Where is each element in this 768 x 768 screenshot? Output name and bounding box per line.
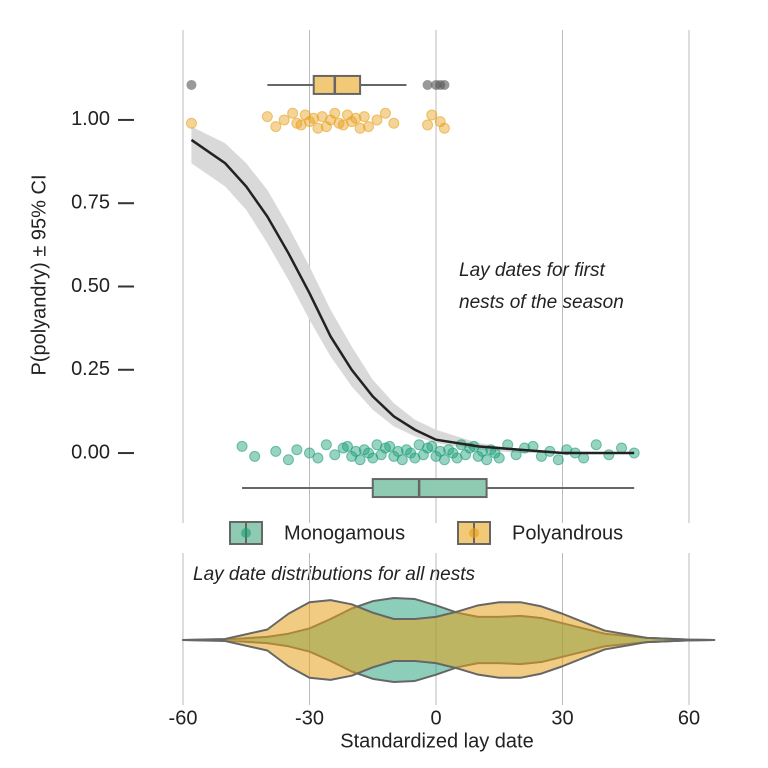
point [308, 112, 320, 124]
outlier [439, 79, 450, 90]
x-tick-label: 0 [430, 707, 441, 729]
point [384, 440, 396, 452]
point [329, 107, 341, 119]
point [493, 452, 505, 464]
x-tick-label: -30 [295, 707, 324, 729]
point [270, 121, 282, 133]
x-tick-label: -60 [169, 707, 198, 729]
point [426, 440, 438, 452]
point [422, 119, 434, 131]
point [270, 445, 282, 457]
legend-key [241, 528, 251, 538]
point [350, 112, 362, 124]
x-axis-title: Standardized lay date [340, 730, 533, 752]
outlier [186, 79, 197, 90]
point [341, 440, 353, 452]
point [278, 114, 290, 126]
y-tick-label: 0.75 [71, 191, 110, 213]
legend-key [469, 528, 479, 538]
point [329, 449, 341, 461]
point [312, 122, 324, 134]
point [438, 122, 450, 134]
point [510, 449, 522, 461]
point [603, 449, 615, 461]
point [320, 439, 332, 451]
annotation: nests of the season [459, 292, 624, 313]
point [481, 454, 493, 466]
outlier [422, 79, 433, 90]
point [616, 442, 628, 454]
point [590, 439, 602, 451]
point [552, 454, 564, 466]
point [354, 122, 366, 134]
point [249, 450, 261, 462]
box [371, 478, 488, 499]
y-tick-label: 1.00 [71, 108, 110, 130]
point [363, 121, 375, 133]
annotation: Lay date distributions for all nests [193, 564, 475, 585]
annotation: Lay dates for first [459, 260, 605, 281]
y-tick-label: 0.50 [71, 275, 110, 297]
point [438, 454, 450, 466]
legend-label: Polyandrous [512, 522, 623, 544]
point [304, 447, 316, 459]
legend-label: Monogamous [284, 522, 405, 544]
point [578, 452, 590, 464]
box [312, 74, 362, 95]
y-tick-label: 0.25 [71, 358, 110, 380]
point [291, 444, 303, 456]
point [358, 111, 370, 123]
point [261, 111, 273, 123]
point [388, 117, 400, 129]
point [426, 109, 438, 121]
point [371, 114, 383, 126]
point [185, 117, 197, 129]
point [354, 454, 366, 466]
y-tick-label: 0.00 [71, 441, 110, 463]
confidence-band [191, 126, 635, 454]
point [396, 454, 408, 466]
fit-line [190, 138, 635, 455]
x-tick-label: 30 [551, 707, 573, 729]
x-tick-label: 60 [678, 707, 700, 729]
point [379, 107, 391, 119]
point [312, 452, 324, 464]
y-axis-title: P(polyandry) ± 95% CI [28, 174, 50, 375]
violin [182, 599, 716, 681]
point [282, 454, 294, 466]
point [287, 107, 299, 119]
point [236, 440, 248, 452]
